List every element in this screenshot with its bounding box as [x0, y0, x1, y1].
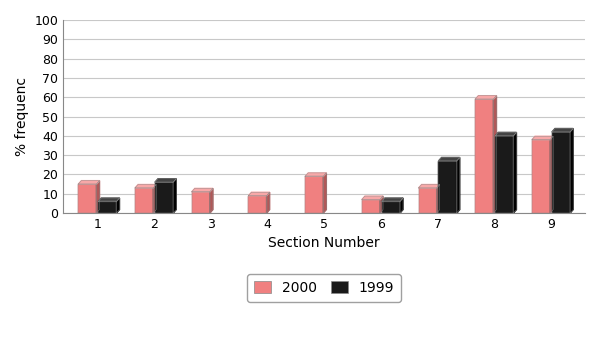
Polygon shape — [437, 184, 440, 213]
Polygon shape — [495, 136, 514, 213]
Polygon shape — [116, 198, 119, 213]
Polygon shape — [135, 188, 153, 213]
Y-axis label: % frequenc: % frequenc — [15, 77, 29, 156]
Polygon shape — [552, 132, 570, 213]
Polygon shape — [362, 196, 383, 199]
Polygon shape — [532, 140, 550, 213]
Polygon shape — [550, 136, 553, 213]
Polygon shape — [380, 196, 383, 213]
Polygon shape — [98, 198, 119, 202]
Polygon shape — [439, 161, 457, 213]
Polygon shape — [98, 202, 116, 213]
Polygon shape — [155, 179, 176, 182]
Polygon shape — [439, 158, 460, 161]
Polygon shape — [552, 129, 573, 132]
Polygon shape — [570, 129, 573, 213]
Polygon shape — [419, 184, 440, 188]
Polygon shape — [153, 184, 156, 213]
Polygon shape — [382, 202, 400, 213]
Polygon shape — [191, 192, 210, 213]
Polygon shape — [323, 173, 326, 213]
Polygon shape — [457, 158, 460, 213]
Polygon shape — [305, 173, 326, 176]
Polygon shape — [248, 196, 266, 213]
Polygon shape — [475, 99, 493, 213]
Polygon shape — [173, 179, 176, 213]
Polygon shape — [191, 188, 213, 192]
Polygon shape — [155, 182, 173, 213]
Polygon shape — [266, 192, 269, 213]
Polygon shape — [400, 198, 403, 213]
Polygon shape — [495, 132, 517, 136]
Polygon shape — [532, 136, 553, 140]
Legend: 2000, 1999: 2000, 1999 — [247, 274, 401, 302]
Polygon shape — [135, 184, 156, 188]
Polygon shape — [382, 198, 403, 202]
Polygon shape — [210, 188, 213, 213]
Polygon shape — [475, 96, 496, 99]
Polygon shape — [305, 176, 323, 213]
Polygon shape — [78, 181, 100, 184]
Polygon shape — [97, 181, 100, 213]
X-axis label: Section Number: Section Number — [268, 237, 380, 251]
Polygon shape — [78, 184, 97, 213]
Polygon shape — [362, 199, 380, 213]
Polygon shape — [514, 132, 517, 213]
Polygon shape — [419, 188, 437, 213]
Polygon shape — [493, 96, 496, 213]
Polygon shape — [248, 192, 269, 196]
